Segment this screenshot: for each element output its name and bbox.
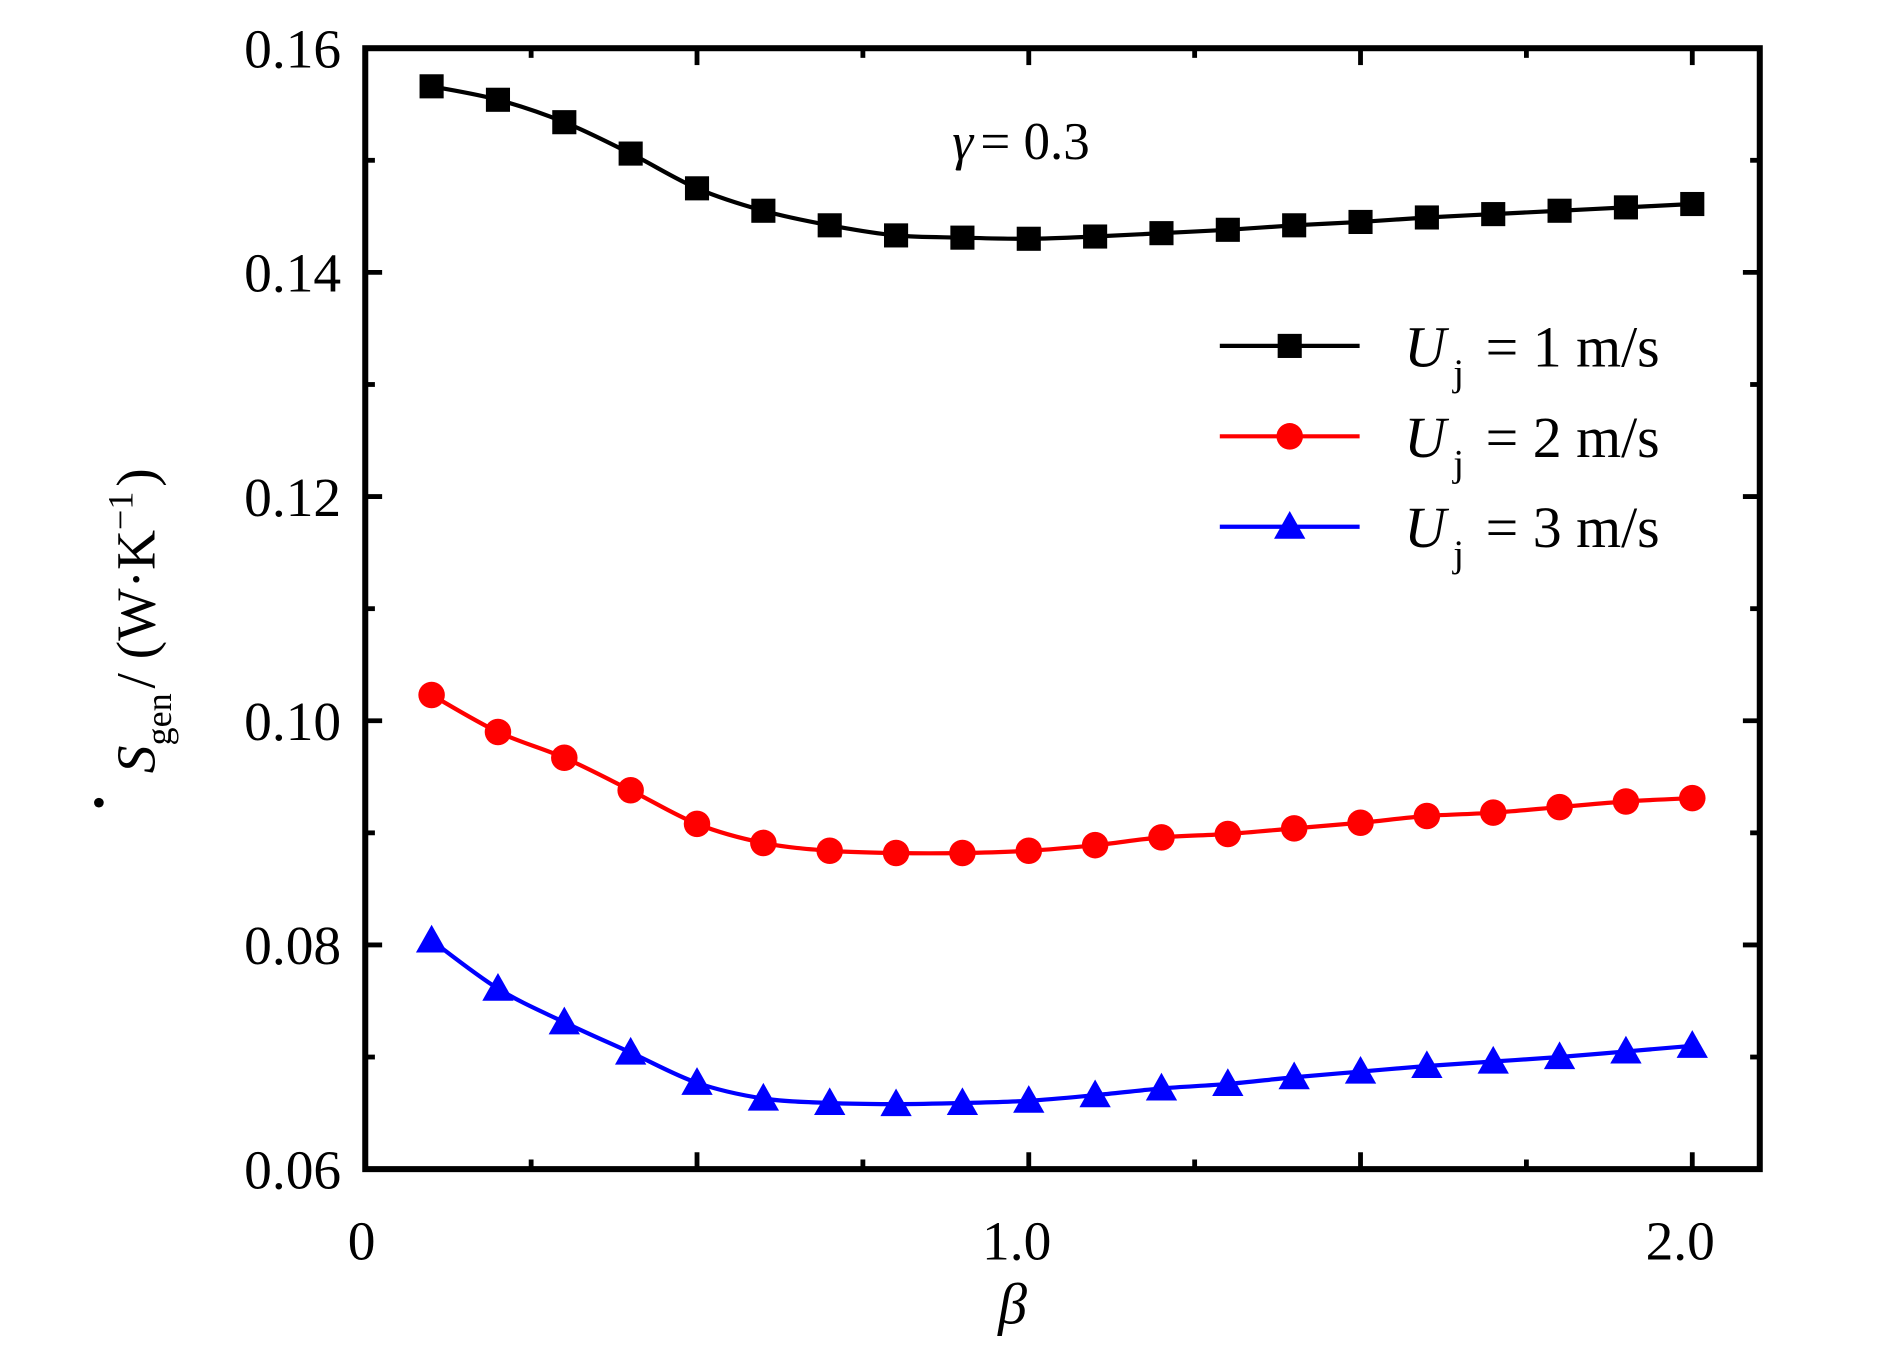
data-point [1543, 1041, 1576, 1070]
data-point [1680, 191, 1705, 217]
data-point [816, 837, 843, 865]
data-point [419, 74, 444, 99]
data-point [1612, 788, 1640, 815]
data-point [1083, 224, 1108, 249]
data-point [1016, 226, 1041, 251]
data-point [1145, 1072, 1178, 1101]
data-point [884, 223, 909, 248]
data-point [552, 110, 577, 135]
plot-area [415, 74, 1708, 1117]
data-point [1679, 784, 1706, 812]
data-point [1148, 824, 1175, 851]
y-tick-label: 0.10 [244, 691, 341, 752]
tick-labels: 0 1.0 2.0 0.06 0.08 0.10 0.12 0.14 0.16 [244, 18, 1715, 1271]
x-tick-label: 2.0 [1646, 1211, 1715, 1272]
svg-text:Sgen/ (W·K−1): Sgen/ (W·K−1) [101, 468, 180, 773]
y-label-exponent: −1 [101, 492, 141, 530]
data-point [614, 1036, 647, 1065]
data-point [551, 744, 578, 772]
data-point [1214, 820, 1242, 848]
x-axis-label: β [997, 1271, 1027, 1336]
y-label-subscript: gen [139, 693, 179, 745]
data-point [1081, 831, 1109, 859]
data-point [1215, 217, 1240, 242]
series-line [430, 693, 1693, 856]
data-point [882, 839, 910, 867]
series-2 [418, 681, 1706, 867]
data-point [1413, 802, 1441, 830]
data-point [1013, 1085, 1045, 1113]
data-point [880, 1088, 912, 1117]
axis-ticks [365, 48, 1760, 1170]
y-label-unit: / (W·K [105, 530, 166, 689]
data-point [1347, 809, 1374, 837]
y-tick-label: 0.08 [244, 915, 341, 976]
x-tick-label: 1.0 [982, 1211, 1051, 1272]
data-point [950, 225, 975, 250]
data-point [1676, 1030, 1708, 1058]
data-point [485, 87, 511, 112]
data-point [814, 1087, 846, 1116]
data-point [949, 839, 976, 867]
data-point [1613, 195, 1638, 220]
data-point [1348, 209, 1373, 235]
y-label-symbol: S [105, 746, 166, 774]
data-point [1411, 1050, 1443, 1079]
data-point [1344, 1055, 1377, 1084]
legend-marker [1277, 333, 1302, 358]
series-line [430, 938, 1693, 1107]
data-point [415, 924, 448, 953]
x-tick-label: 0 [348, 1211, 376, 1272]
y-label-dot [94, 797, 104, 808]
data-point [750, 829, 777, 857]
data-point [751, 198, 776, 223]
data-point [681, 1067, 713, 1095]
y-tick-label: 0.06 [244, 1139, 341, 1200]
data-point [1547, 198, 1572, 223]
data-point [617, 776, 644, 804]
data-point [548, 1006, 580, 1035]
data-point [618, 141, 643, 166]
data-point [418, 681, 445, 709]
data-point [1610, 1035, 1642, 1064]
data-point [1015, 837, 1043, 865]
annotation-gamma: γ = 0.3 [952, 113, 1090, 171]
data-point [1079, 1079, 1111, 1108]
data-point [1282, 213, 1307, 238]
data-point [1479, 799, 1507, 826]
data-point [1481, 202, 1506, 227]
data-point [817, 213, 842, 238]
data-point [1414, 205, 1439, 230]
series-3 [415, 924, 1708, 1117]
data-point [747, 1082, 780, 1111]
y-tick-label: 0.12 [244, 467, 341, 528]
data-point [1278, 1061, 1310, 1090]
y-tick-label: 0.16 [244, 18, 341, 79]
data-point [1477, 1045, 1509, 1074]
data-point [683, 810, 711, 838]
data-point [946, 1087, 979, 1116]
data-point [1149, 221, 1174, 246]
data-point [1280, 815, 1308, 842]
data-point [684, 176, 710, 201]
legend-marker [1276, 423, 1303, 450]
data-point [1212, 1068, 1244, 1096]
y-tick-label: 0.14 [244, 243, 341, 304]
data-point [1546, 793, 1573, 821]
data-point [482, 972, 514, 1001]
series-1 [419, 74, 1705, 251]
data-point [484, 718, 512, 746]
y-axis-label: Sgen/ (W·K−1) [101, 468, 180, 773]
legend-marker [1274, 511, 1306, 539]
